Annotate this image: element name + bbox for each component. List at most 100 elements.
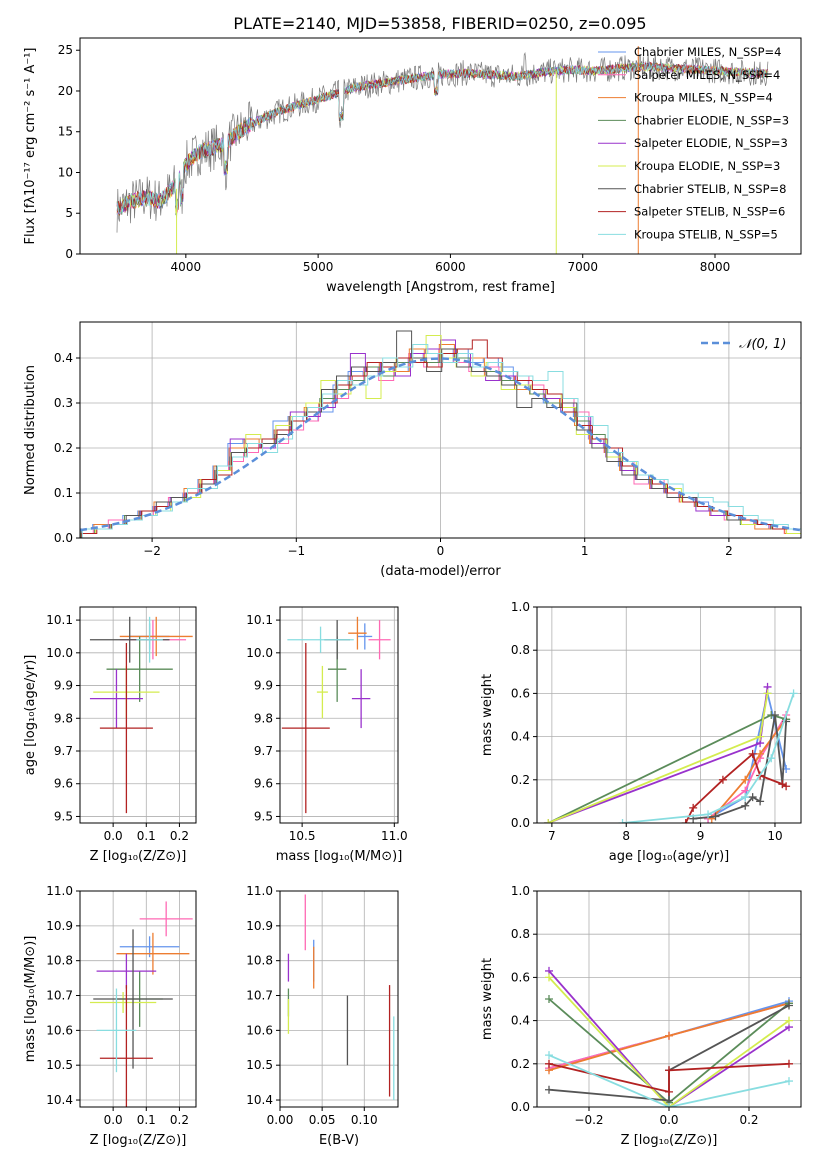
y-tick-label: 0.0: [511, 816, 530, 830]
legend-label: Kroupa MILES, N_SSP=4: [634, 91, 773, 105]
y-tick-label: 10.8: [46, 954, 73, 968]
x-tick-label: 2: [725, 544, 733, 558]
x-tick-label: −0.2: [574, 1113, 603, 1127]
mass-weight-line: [548, 1062, 790, 1094]
mass_weight_vs_Z-axes: −0.2 0.0 0.2 0.0 0.2 0.4 0.6 0.8 1.0 Z [log₁₀(Z/Z…: [480, 884, 802, 1148]
y-tick-label: 10: [58, 165, 73, 179]
histogram-step-series: [80, 348, 799, 530]
y-tick-label: 0.0: [54, 531, 73, 545]
mass-weight-marker: [711, 812, 720, 821]
y-tick-label: 20: [58, 84, 73, 98]
mass-weight-marker: [665, 1031, 673, 1040]
y-tick-label: 1.0: [511, 884, 530, 898]
y-tick-label: 9.7: [254, 744, 273, 758]
mass-weight-marker: [756, 732, 765, 741]
mass_weight_vs_Z-plot-area: [545, 966, 793, 1107]
y-tick-label: 0.2: [511, 1057, 530, 1071]
y-tick-label: 1.0: [511, 600, 530, 614]
x-tick-label: 8: [622, 829, 630, 843]
y-tick-label: 9.8: [54, 711, 73, 725]
x-tick-label: 0.10: [351, 1113, 378, 1127]
y-tick-label: 11.0: [246, 884, 273, 898]
x-tick-label: 0.00: [267, 1113, 294, 1127]
residual_histogram-axes: −2 −1 0 1 2 0.0 0.1 0.2 0.3 0.4 (data-model)/error…: [23, 321, 802, 579]
x-tick-label: 0.0: [104, 829, 123, 843]
y-tick-label: 11.0: [46, 884, 73, 898]
legend-label: Salpeter ELODIE, N_SSP=3: [634, 136, 788, 150]
mass_vs_Z-axes: 0.0 0.1 0.2 10.4 10.5 10.6 10.7 10.8 10.9 11.0 Z […: [23, 884, 197, 1148]
histogram-step-series: [80, 348, 800, 534]
mass_vs_EBV-axes: 0.00 0.05 0.10 10.4 10.5 10.6 10.7 10.8 10.9 11.0…: [246, 884, 399, 1148]
mass-weight-marker: [785, 1077, 793, 1086]
y-tick-label: 0.1: [54, 486, 73, 500]
x-tick-label: 9: [697, 829, 705, 843]
mass-weight-marker: [718, 775, 727, 784]
mass_vs_EBV-plot-area: [287, 894, 395, 1101]
x-tick-label: 0.1: [137, 829, 156, 843]
observed-spectrum-line: [116, 52, 769, 233]
mass-weight-marker: [545, 1051, 553, 1060]
y-tick-label: 10.9: [46, 919, 73, 933]
mass-weight-marker: [789, 689, 798, 698]
mass-weight-marker: [741, 793, 750, 802]
mass-weight-marker: [545, 1059, 553, 1068]
y-tick-label: 9.5: [254, 809, 273, 823]
mass-weight-marker: [748, 749, 757, 758]
legend-label: Salpeter MILES, N_SSP=4: [634, 68, 780, 82]
age_vs_mass-axes: 10.5 11.0 9.5 9.6 9.7 9.8 9.9 10.0 10.1 mass [log…: [246, 606, 408, 864]
mass-weight-marker: [544, 819, 553, 823]
histogram-step-series: [80, 335, 801, 538]
mass_vs_Z-frame: [79, 890, 197, 1108]
legend-label: Salpeter STELIB, N_SSP=6: [634, 205, 785, 219]
mass-weight-line: [711, 718, 787, 820]
x-tick-label: 7000: [567, 260, 598, 274]
legend-label: Kroupa STELIB, N_SSP=5: [634, 227, 778, 241]
mass-weight-marker: [665, 1066, 673, 1075]
age_vs_mass-frame: [279, 606, 399, 824]
residual_histogram-y-label: Normed distribution: [23, 365, 38, 495]
mass-weight-marker: [785, 1001, 793, 1010]
x-tick-label: 0.2: [170, 829, 189, 843]
age_vs_Z-y-label: age [log₁₀(age/yr)]: [23, 655, 38, 776]
y-tick-label: 25: [58, 43, 73, 57]
age_vs_mass-x-label: mass [log₁₀(M/M⊙)]: [276, 849, 403, 864]
x-tick-label: 4000: [171, 260, 202, 274]
x-tick-label: 10.5: [289, 829, 316, 843]
mass-weight-marker: [748, 793, 757, 802]
y-tick-label: 0.6: [511, 970, 530, 984]
y-tick-label: 9.7: [54, 744, 73, 758]
mass-weight-marker: [681, 819, 690, 823]
y-tick-label: 0.4: [511, 730, 530, 744]
y-tick-label: 9.6: [254, 777, 273, 791]
y-tick-label: 15: [58, 125, 73, 139]
x-tick-label: 10: [767, 829, 782, 843]
age_vs_mass-plot-area: [281, 616, 391, 814]
mass-weight-marker: [756, 797, 765, 806]
y-tick-label: 10.8: [246, 954, 273, 968]
x-tick-label: 11.0: [381, 829, 408, 843]
y-tick-label: 10.1: [46, 613, 73, 627]
residual_histogram-plot-area: [80, 330, 801, 538]
x-tick-label: 7: [548, 829, 556, 843]
age_vs_Z-axes: 0.0 0.1 0.2 9.5 9.6 9.7 9.8 9.9 10.0 10.1 Z [log₁₀…: [23, 606, 197, 864]
x-tick-label: 6000: [435, 260, 466, 274]
mass_vs_Z-plot-area: [89, 901, 193, 1107]
mass-weight-marker: [763, 689, 772, 698]
mass-weight-line: [548, 976, 790, 1107]
histogram-step-series: [80, 353, 801, 534]
spectrum-plot-area: [116, 46, 769, 254]
y-tick-label: 0.8: [511, 927, 530, 941]
normal-curve: [80, 357, 801, 532]
residual_histogram-x-label: (data-model)/error: [380, 564, 501, 579]
x-tick-label: −2: [143, 544, 161, 558]
spectrum-frame: [79, 37, 802, 255]
mass_weight_vs_Z-y-label: mass weight: [480, 958, 495, 1040]
mass-weight-marker: [545, 1085, 553, 1094]
y-tick-label: 0.8: [511, 643, 530, 657]
y-tick-label: 10.6: [246, 1023, 273, 1037]
histogram-step-series: [81, 344, 801, 538]
mass-weight-line: [548, 970, 790, 1107]
residual_histogram-frame: [79, 321, 802, 539]
y-tick-label: 0.2: [511, 773, 530, 787]
mass_vs_EBV-frame: [279, 890, 399, 1108]
